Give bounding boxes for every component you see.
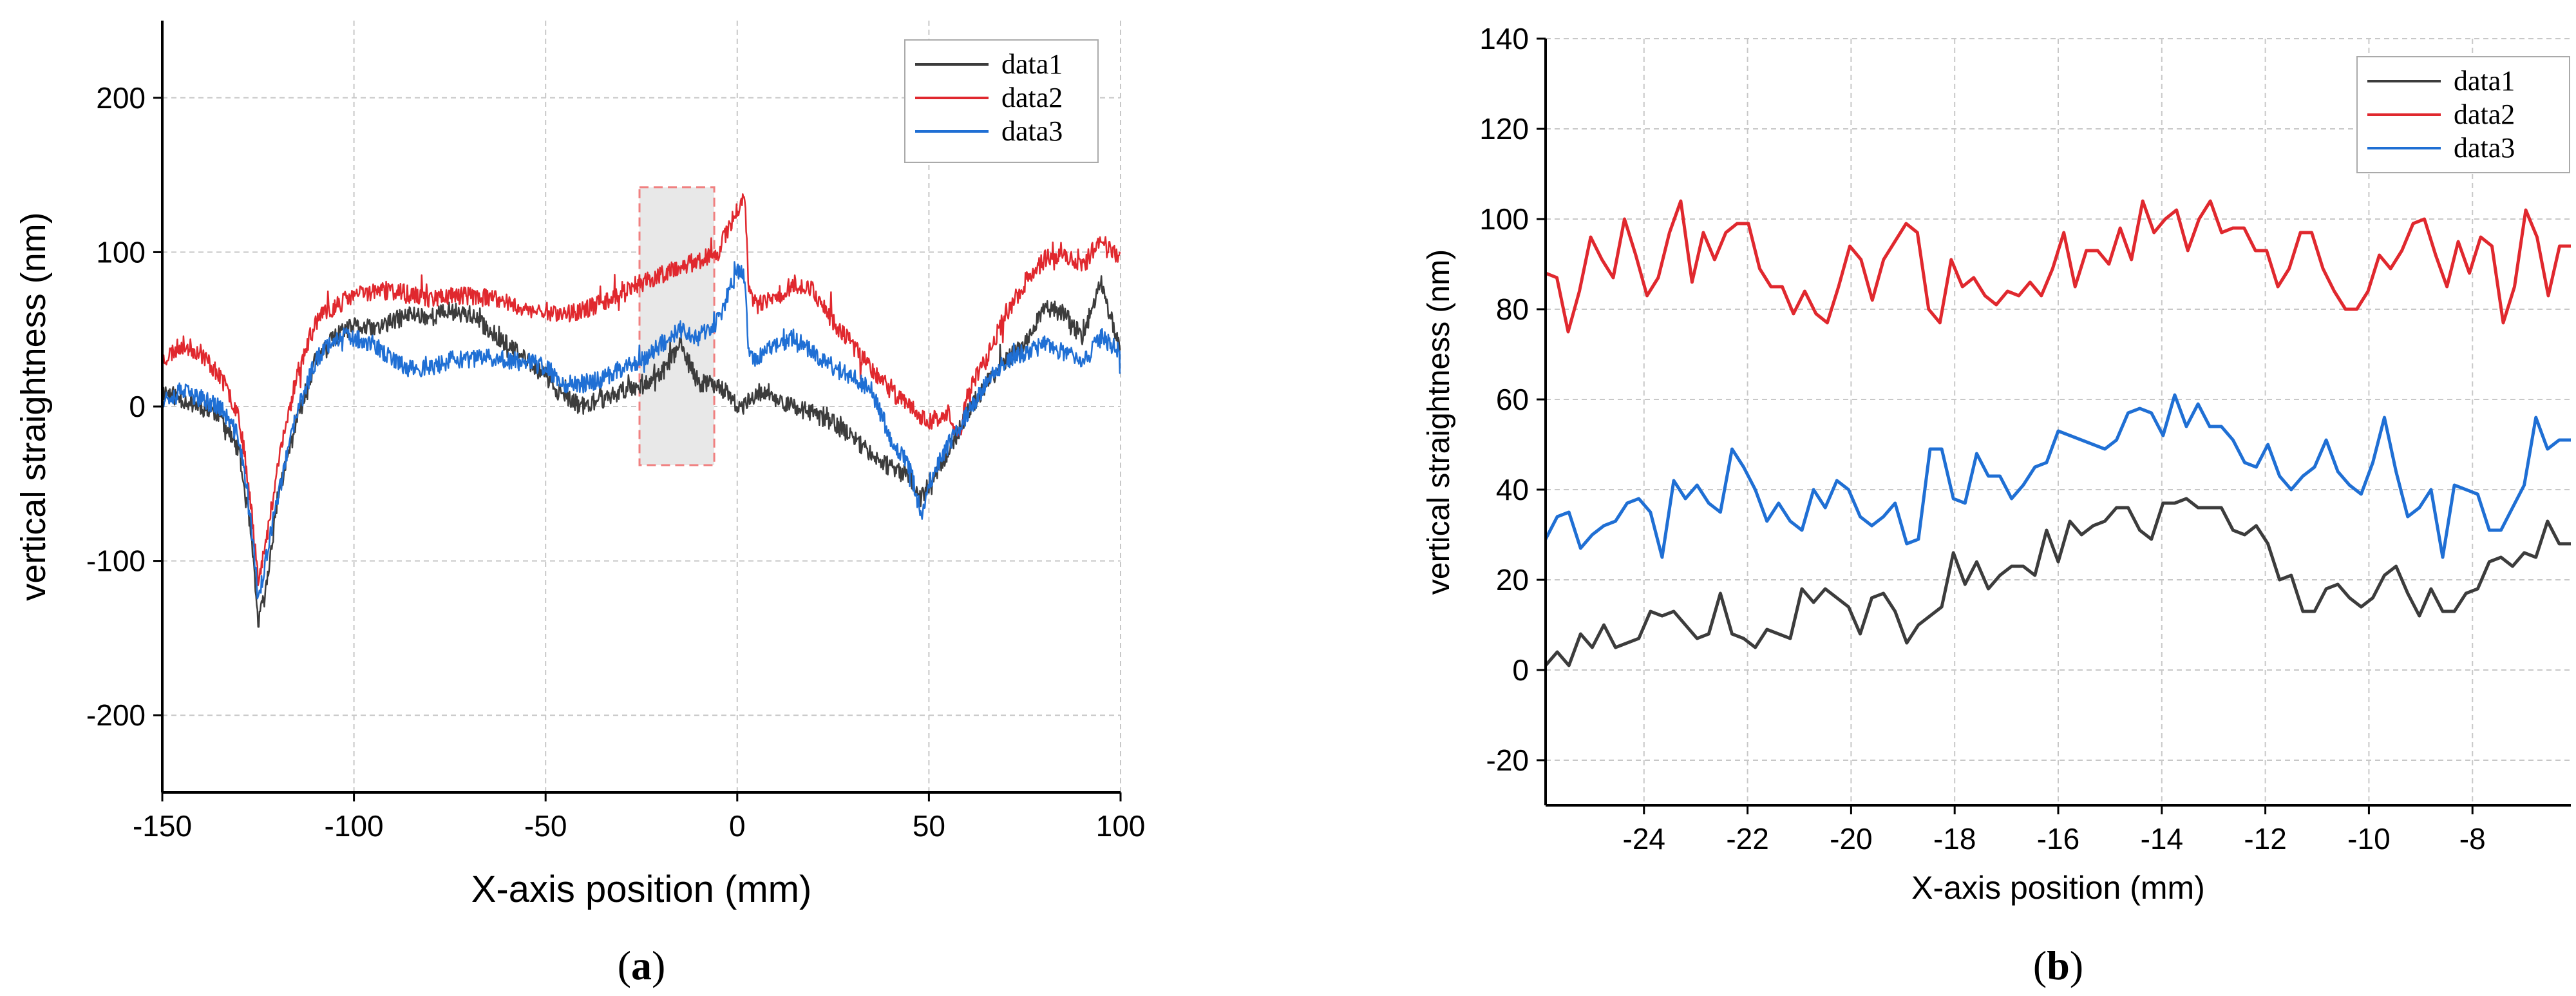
chart1-x-tick-label: -14	[2141, 822, 2183, 856]
chart1-x-axis-label: X-axis position (mm)	[1911, 870, 2205, 906]
chart0-x-tick-label: -50	[524, 809, 567, 843]
chart1-legend-label-data1: data1	[2454, 65, 2515, 97]
chart1-y-tick-label: 100	[1479, 202, 1529, 236]
chart1-panel-label: (b)	[2033, 943, 2083, 988]
chart1-grid	[1546, 38, 2571, 805]
chart1-y-tick-label: 60	[1496, 383, 1529, 416]
chart0-x-axis-label: X-axis position (mm)	[471, 868, 812, 910]
chart1-series-data2	[1546, 199, 2571, 334]
chart1-x-tick-label: -12	[2244, 822, 2286, 856]
chart0-x-tick-label: -150	[133, 809, 192, 843]
chart1-x-tick-label: -20	[1830, 822, 1872, 856]
chart0-legend-box	[904, 39, 1099, 163]
chart0-series-data2	[162, 193, 1121, 586]
chart1-legend-label-data2: data2	[2454, 99, 2515, 130]
chart1-y-tick-label: 0	[1512, 653, 1529, 687]
chart1-series-data3	[1546, 393, 2571, 559]
chart0-y-tick-label: 100	[96, 235, 146, 269]
chart0-x-tick-label: 50	[913, 809, 945, 843]
chart0-y-tick-label: 0	[129, 390, 146, 423]
chart0-x-tick-label: 0	[729, 809, 746, 843]
chart1-y-axis-label: vertical straightness (nm)	[1422, 249, 1456, 595]
chart0-panel-label: (a)	[618, 943, 666, 988]
chart0-y-tick-label: -100	[86, 544, 146, 578]
chart1-x-tick-label: -16	[2037, 822, 2079, 856]
chart0-series-data3	[162, 261, 1121, 600]
chart0-x-tick-label: -100	[325, 809, 384, 843]
chart-a: -150 -100 -50 0 50 100 -200 -100 0 100 200 X-axis p…	[14, 21, 1146, 988]
chart1-x-tick-label: -18	[1933, 822, 1976, 856]
chart1-y-tick-label: 120	[1479, 112, 1529, 146]
chart0-x-tick-label: 100	[1096, 809, 1146, 843]
chart0-y-axis-label: vertical straightness (nm)	[14, 212, 53, 600]
chart1-x-tick-label: -24	[1623, 822, 1665, 856]
chart1-y-tick-label: 20	[1496, 563, 1529, 597]
chart0-legend-label-data2: data2	[1001, 82, 1063, 113]
chart0-y-tick-label: -200	[86, 698, 146, 732]
chart1-y-tick-label: 80	[1496, 292, 1529, 326]
chart-b: -24 -22 -20 -18 -16 -14 -12 -10 -8 -20 0 20 40 60 80 10…	[1422, 22, 2571, 988]
chart0-y-tick-label: 200	[96, 81, 146, 115]
chart1-y-tick-label: 40	[1496, 473, 1529, 506]
chart1-plot-area	[1546, 199, 2571, 667]
chart1-x-tick-label: -10	[2347, 822, 2390, 856]
chart1-series-data1	[1546, 497, 2571, 667]
chart0-plot-area	[162, 193, 1121, 628]
chart1-x-tick-label: -22	[1726, 822, 1768, 856]
chart0-highlight-region	[638, 186, 715, 466]
chart1-y-tick-label: 140	[1479, 22, 1529, 55]
chart0-legend-label-data3: data3	[1001, 115, 1063, 147]
chart1-y-tick-label: -20	[1486, 743, 1529, 777]
chart1-legend-label-data3: data3	[2454, 132, 2515, 164]
chart0-legend-label-data1: data1	[1001, 48, 1063, 80]
chart1-x-tick-label: -8	[2459, 822, 2486, 856]
